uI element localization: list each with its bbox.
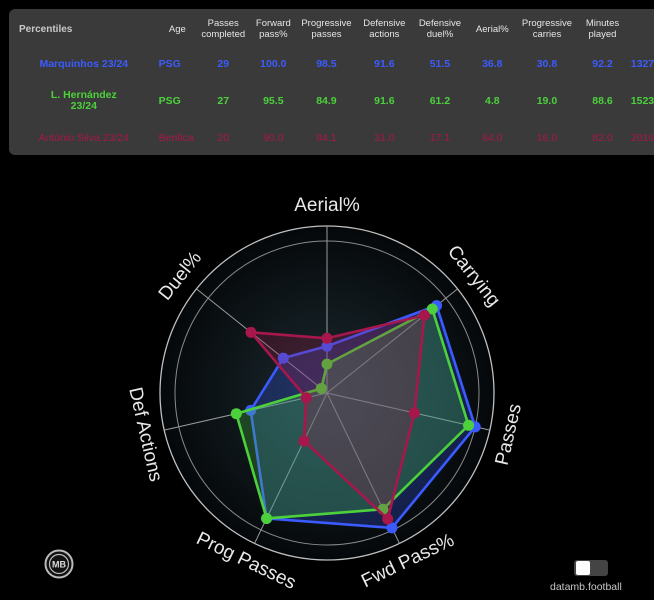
data-point bbox=[463, 419, 475, 431]
age: 29 bbox=[217, 58, 230, 70]
team: PSG bbox=[158, 58, 181, 70]
progressive-passes: 91.6 bbox=[374, 95, 395, 107]
data-point bbox=[300, 392, 312, 404]
header-minutes-played: Minutes played bbox=[585, 18, 620, 40]
radar-spoke bbox=[326, 392, 490, 431]
minutes-played: 2016 bbox=[630, 132, 654, 144]
table-row: L. Hernández 23/24 PSG 27 95.5 84.9 91.6… bbox=[9, 79, 654, 123]
aerial: 19.0 bbox=[536, 95, 558, 107]
data-point bbox=[382, 513, 394, 525]
progressive-carries: 88.6 bbox=[592, 95, 613, 107]
credit-text: datamb.football bbox=[550, 581, 622, 593]
header-defensive-duel: Defensive duel% bbox=[418, 18, 462, 40]
player-name: António Silva 23/24 bbox=[38, 131, 130, 144]
theme-toggle[interactable] bbox=[574, 560, 608, 576]
header-aerial: Aerial% bbox=[475, 23, 509, 35]
progressive-carries: 82.0 bbox=[592, 132, 613, 144]
data-point bbox=[321, 358, 333, 370]
data-point bbox=[315, 382, 327, 394]
data-point bbox=[298, 435, 310, 447]
header-defensive-actions: Defensive actions bbox=[363, 18, 406, 40]
header-percentiles: Percentiles bbox=[19, 23, 73, 35]
data-point bbox=[426, 303, 438, 315]
forward-pass: 98.5 bbox=[316, 58, 337, 70]
minutes-played: 1327 bbox=[630, 58, 654, 70]
team: PSG bbox=[158, 95, 181, 107]
toggle-knob bbox=[576, 561, 590, 575]
aerial: 30.8 bbox=[536, 58, 558, 70]
data-point bbox=[230, 408, 242, 420]
data-point bbox=[321, 340, 333, 352]
defensive-duel: 36.8 bbox=[482, 58, 503, 70]
team: Benfica bbox=[158, 132, 194, 144]
header-passes-completed: Passes completed bbox=[201, 18, 246, 40]
defensive-actions: 51.5 bbox=[429, 58, 451, 70]
progressive-passes: 91.6 bbox=[374, 58, 395, 70]
data-point bbox=[245, 326, 257, 338]
defensive-duel: 64.0 bbox=[482, 132, 503, 144]
player-name: L. Hernández 23/24 bbox=[50, 89, 117, 112]
data-point bbox=[408, 407, 420, 419]
passes-completed: 90.0 bbox=[263, 132, 284, 144]
defensive-actions: 17.1 bbox=[429, 132, 451, 144]
header-progressive-carries: Progressive carries bbox=[521, 18, 573, 40]
percentiles-table-panel: Percentiles Age Passes completed Forward… bbox=[9, 9, 654, 155]
logo-text: MB bbox=[52, 560, 66, 570]
passes-completed: 95.5 bbox=[263, 95, 284, 107]
data-point bbox=[418, 309, 430, 321]
table-row: Marquinhos 23/24 PSG 29 100.0 98.5 91.6 … bbox=[9, 49, 654, 79]
header-age: Age bbox=[168, 23, 186, 35]
percentiles-table: Percentiles Age Passes completed Forward… bbox=[9, 9, 654, 153]
forward-pass: 84.1 bbox=[316, 132, 337, 144]
header-progressive-passes: Progressive passes bbox=[301, 18, 352, 40]
progressive-passes: 31.0 bbox=[374, 132, 395, 144]
data-point bbox=[277, 352, 289, 364]
data-point bbox=[261, 512, 273, 524]
header-forward-pass: Forward pass% bbox=[255, 18, 291, 40]
series-polygon-2 bbox=[247, 313, 426, 522]
minutes-played: 1523 bbox=[630, 95, 654, 107]
defensive-duel: 4.8 bbox=[484, 95, 500, 107]
datamb-logo: MB bbox=[44, 549, 74, 579]
player-name: Marquinhos 23/24 bbox=[39, 57, 129, 70]
aerial: 16.0 bbox=[536, 132, 558, 144]
forward-pass: 84.9 bbox=[316, 95, 337, 107]
table-row: António Silva 23/24 Benfica 20 90.0 84.1… bbox=[9, 123, 654, 153]
radar-spoke bbox=[196, 288, 328, 394]
axis-label: Passes bbox=[492, 402, 526, 467]
progressive-carries: 92.2 bbox=[592, 58, 613, 70]
age: 27 bbox=[217, 95, 230, 107]
data-point bbox=[386, 522, 398, 534]
age: 20 bbox=[217, 132, 230, 144]
defensive-actions: 61.2 bbox=[429, 95, 451, 107]
axis-label: Aerial% bbox=[294, 195, 360, 216]
passes-completed: 100.0 bbox=[260, 58, 287, 70]
data-point bbox=[321, 332, 333, 344]
